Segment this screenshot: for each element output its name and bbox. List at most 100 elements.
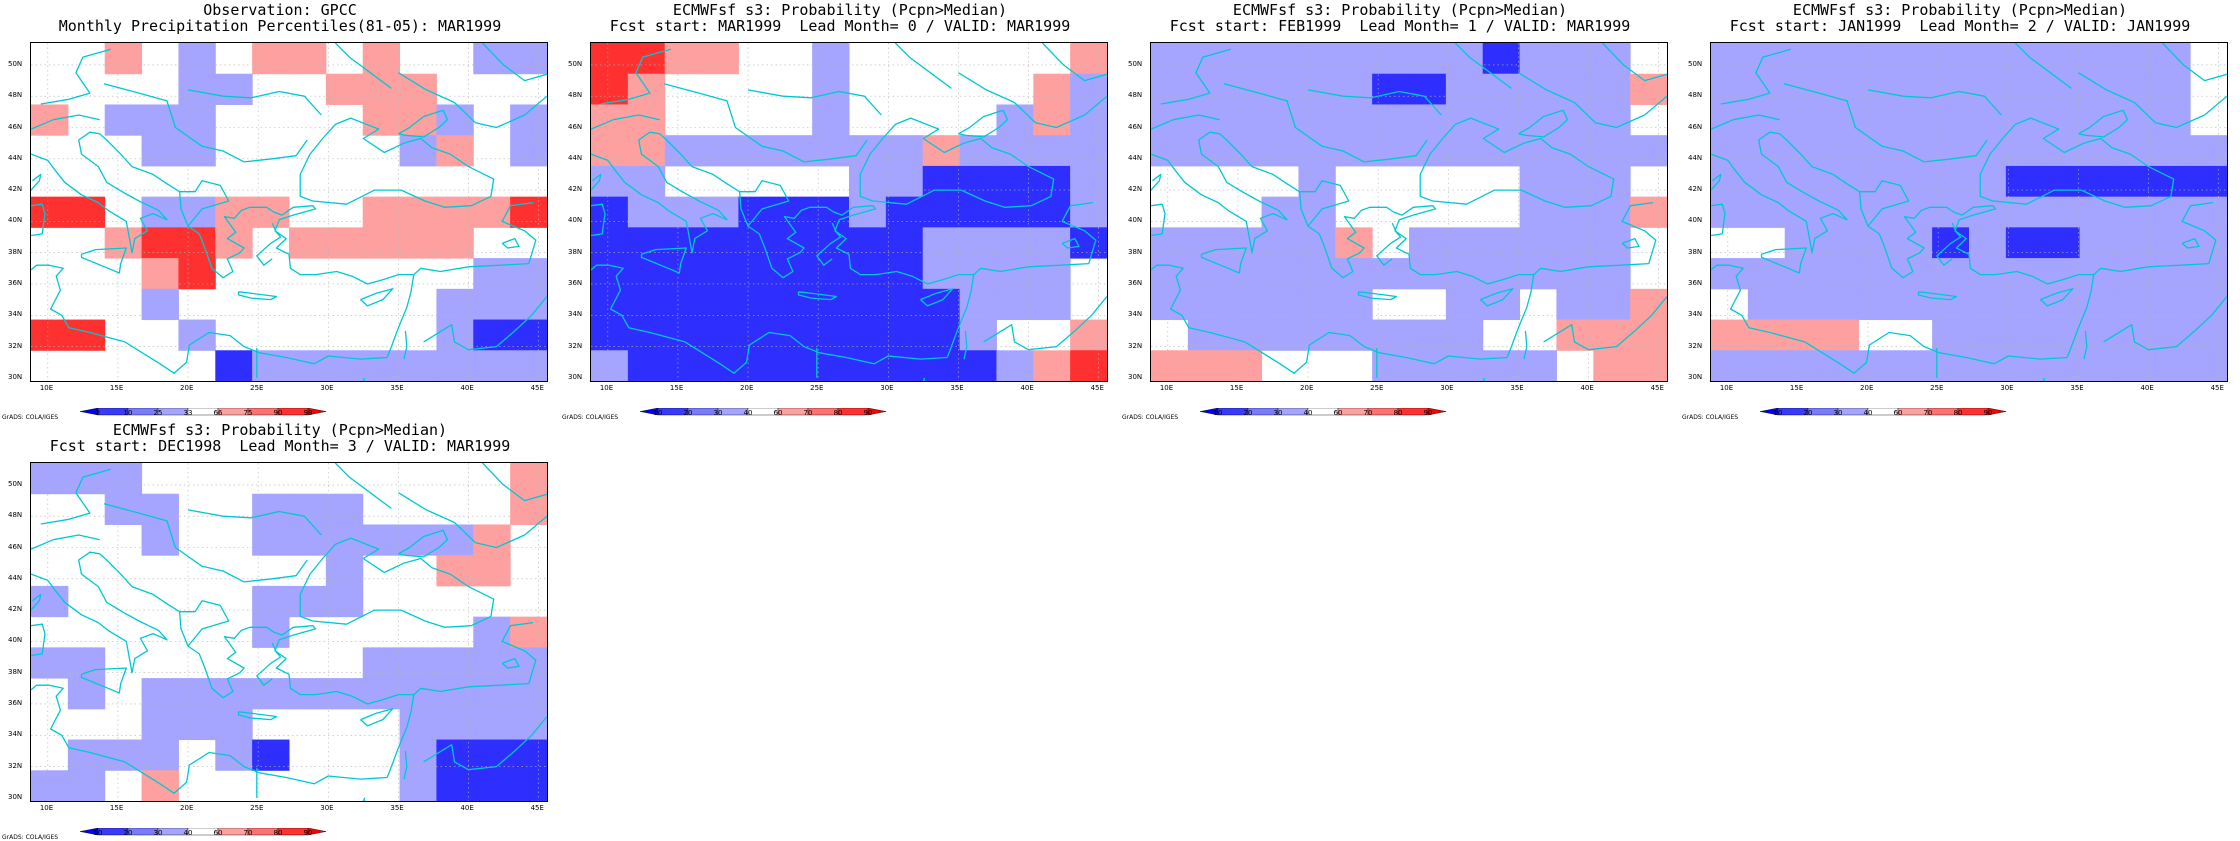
grid-cell: [2190, 227, 2227, 259]
coastline: [1711, 203, 1726, 237]
grid-cell: [510, 708, 547, 741]
grid-cell: [2079, 135, 2117, 167]
coastline: [1151, 131, 1288, 254]
lon-tick-label: 40E: [460, 384, 474, 392]
grid-cell: [922, 196, 961, 228]
grid-cell: [1445, 288, 1484, 321]
grid-cell: [215, 350, 253, 381]
lon-tick-label: 10E: [39, 804, 54, 812]
coastline: [591, 131, 728, 254]
grid-cell: [922, 258, 961, 290]
coastline: [1454, 43, 1512, 89]
grid-cell: [1224, 43, 1263, 75]
panel-subtitle: Fcst start: MAR1999 Lead Month= 0 / VALI…: [609, 17, 1071, 35]
coastline: [2014, 43, 2072, 89]
grid-cell: [1519, 196, 1557, 228]
coastline: [398, 109, 449, 138]
colorbar-label: 10: [123, 409, 133, 417]
grid-cell: [1821, 43, 1859, 75]
grid-cell: [1335, 319, 1373, 351]
lat-tick-label: 46N: [568, 122, 583, 131]
grid-cell: [1445, 350, 1484, 381]
grid-cell: [1070, 104, 1107, 136]
panel-subtitle: Fcst start: JAN1999 Lead Month= 2 / VALI…: [1729, 17, 2191, 35]
colorbar-label: 33: [183, 409, 193, 417]
lat-tick-label: 44N: [1128, 153, 1143, 162]
grid-cell: [1932, 43, 1970, 75]
grid-cell: [1151, 73, 1189, 105]
coastline: [334, 43, 392, 89]
grid-cell: [885, 227, 924, 259]
map-panel: Observation: GPCC Monthly Precipitation P…: [0, 0, 560, 421]
grid-cell: [2190, 288, 2227, 321]
lon-tick-label: 10E: [39, 384, 54, 392]
grid-cell: [1821, 165, 1859, 198]
grid-cell: [510, 616, 547, 648]
lat-tick-label: 36N: [1128, 278, 1143, 287]
coastline: [1357, 291, 1398, 301]
grid-cell: [2153, 350, 2191, 381]
grid-cell: [141, 493, 179, 525]
grid-cell: [2153, 227, 2191, 259]
coastline: [403, 330, 408, 360]
coastline: [747, 89, 882, 116]
grid-cell: [1482, 288, 1521, 321]
grid-cell: [1298, 43, 1336, 75]
grid-cell: [1711, 135, 1749, 167]
grid-cell: [510, 319, 547, 351]
grid-cell: [141, 739, 179, 771]
grid-cell: [885, 165, 924, 198]
grid-cell: [1372, 258, 1410, 290]
grid-cell: [178, 43, 216, 75]
grid-cell: [1070, 196, 1107, 228]
grid-cell: [959, 135, 997, 167]
grid-cell: [2079, 196, 2117, 228]
grid-cell: [1261, 288, 1299, 321]
grid-cell: [1482, 73, 1521, 105]
grid-cell: [1630, 288, 1667, 321]
colorbar-label: 2: [95, 409, 101, 417]
colorbar: 10 20 30 40 60 70 80 90: [639, 401, 887, 420]
grid-cell: [1298, 196, 1336, 228]
grid-cell: [473, 678, 511, 710]
coastline: [179, 600, 230, 647]
grid-cell: [1151, 135, 1189, 167]
coastline: [1419, 117, 1615, 208]
coastline: [482, 463, 547, 502]
grid-cell: [1070, 319, 1107, 351]
grid-cell: [362, 227, 401, 259]
grid-cell: [1335, 43, 1373, 75]
grid-cell: [1556, 319, 1594, 351]
grid-cell: [510, 135, 547, 167]
coastline: [103, 503, 308, 583]
panel-subtitle: Fcst start: FEB1999 Lead Month= 1 / VALI…: [1169, 17, 1631, 35]
lat-tick-label: 50N: [1128, 59, 1143, 68]
lat-tick-label: 38N: [1128, 247, 1143, 256]
panel-title: ECMWFsf s3: Probability (Pcpn>Median): [672, 1, 1008, 19]
grid-cell: [996, 288, 1034, 321]
grid-cell: [178, 73, 216, 105]
lon-tick-label: 30E: [2000, 384, 2014, 392]
grid-cell: [1711, 165, 1749, 198]
coastline: [500, 201, 537, 266]
coastline: [1518, 109, 1569, 138]
colorbar-label: 98: [303, 409, 313, 417]
grid-cell: [1033, 73, 1071, 105]
grid-cell: [473, 739, 511, 771]
grid-cell: [701, 135, 739, 167]
grid-cell: [1519, 258, 1557, 290]
coastline: [31, 684, 388, 794]
grid-cell: [510, 43, 547, 75]
grid-cell: [1556, 288, 1594, 321]
grid-cell: [1261, 258, 1299, 290]
lon-tick-label: 15E: [109, 804, 124, 812]
grid-cell: [325, 73, 364, 105]
lon-tick-label: 15E: [1789, 384, 1804, 392]
grid-cell: [1070, 350, 1107, 381]
coastline: [1299, 180, 1350, 227]
grid-cell: [399, 227, 437, 259]
grid-cell: [1747, 196, 1786, 228]
colorbar-label: 90: [863, 409, 873, 417]
grid-cell: [1445, 43, 1484, 75]
grid-cell: [701, 288, 739, 321]
